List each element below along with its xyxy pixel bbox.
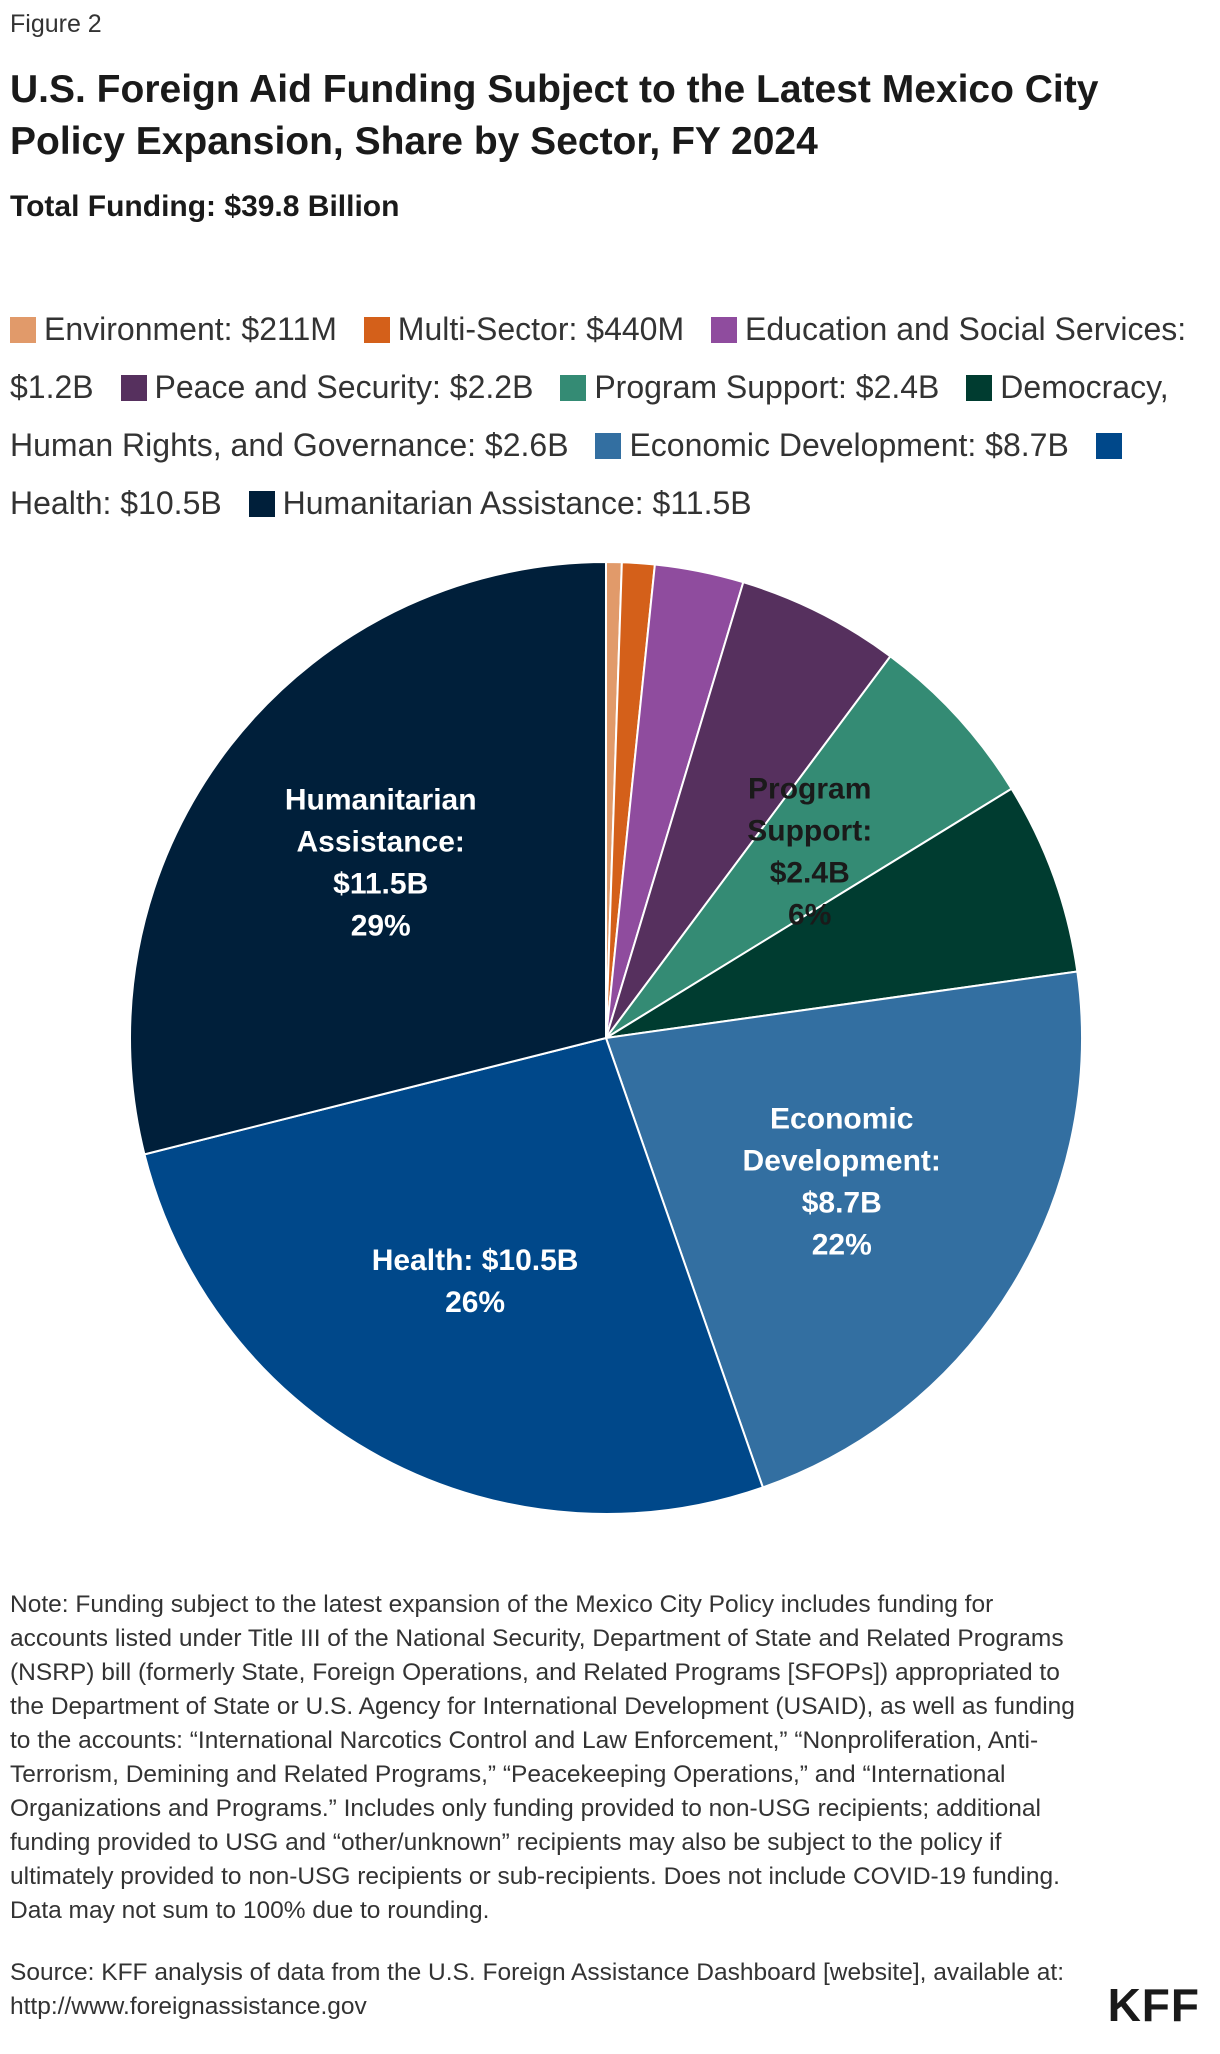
pie-slice [605, 580, 892, 1039]
chart-source: Source: KFF analysis of data from the U.… [10, 1959, 1065, 2020]
legend-item: Democracy, Human Rights, and Governance:… [10, 369, 1169, 463]
legend-label: Multi-Sector: $440M [397, 311, 685, 347]
pie-slice [129, 560, 607, 1156]
legend-swatch [248, 491, 275, 517]
legend-swatch [560, 375, 587, 401]
legend-item: Health: $10.5B [10, 427, 1130, 521]
legend-item: Education and Social Services: $1.2B [10, 311, 1186, 405]
legend-label: Economic Development: $8.7B [629, 427, 1069, 463]
legend-label: Education and Social Services: $1.2B [10, 311, 1187, 405]
slice-label: Health: $10.5B 26% [372, 1244, 579, 1319]
legend-label: Environment: $211M [44, 311, 337, 347]
legend-item: Humanitarian Assistance: $11.5B [248, 485, 752, 521]
legend-item: Economic Development: $8.7B [595, 427, 1069, 463]
legend-label: Peace and Security: $2.2B [154, 369, 534, 405]
legend-label: Health: $10.5B [10, 485, 222, 521]
slice-label: Humanitarian Assistance: $11.5B 29% [285, 783, 477, 942]
pie-chart: Program Support: $2.4B 6% Economic Developmen… [129, 560, 1083, 1515]
pie-slice [605, 654, 1013, 1039]
legend-swatch [1095, 433, 1122, 459]
legend-swatch [966, 375, 993, 401]
legend-swatch [363, 317, 390, 343]
chart-title: U.S. Foreign Aid Funding Subject to the … [10, 68, 1099, 163]
kff-logo: KFF [1107, 1979, 1200, 2031]
legend-swatch [120, 375, 147, 401]
slice-label: Program Support: $2.4B 6% [747, 773, 872, 932]
legend-item: Multi-Sector: $440M [363, 311, 685, 347]
pie-slice [143, 1036, 765, 1515]
slice-label: Economic Development: $8.7B 22% [743, 1103, 941, 1262]
legend-label: Humanitarian Assistance: $11.5B [282, 485, 752, 521]
chart-note: Note: Funding subject to the latest expa… [10, 1591, 1075, 1924]
chart-legend: Environment: $211M Multi-Sector: $440M E… [10, 300, 1200, 532]
legend-item: Program Support: $2.4B [560, 369, 939, 405]
legend-swatch [595, 433, 622, 459]
chart-subtitle: Total Funding: $39.8 Billion [10, 190, 400, 223]
legend-item: Peace and Security: $2.2B [120, 369, 534, 405]
figure-label: Figure 2 [10, 10, 102, 38]
pie-slice [605, 787, 1079, 1039]
legend-swatch [711, 317, 737, 343]
legend-label: Democracy, Human Rights, and Governance:… [10, 369, 1169, 463]
pie-slice [604, 970, 1083, 1489]
legend-item: Environment: $211M [10, 311, 337, 347]
legend-swatch [10, 317, 36, 343]
legend-label: Program Support: $2.4B [594, 369, 940, 405]
